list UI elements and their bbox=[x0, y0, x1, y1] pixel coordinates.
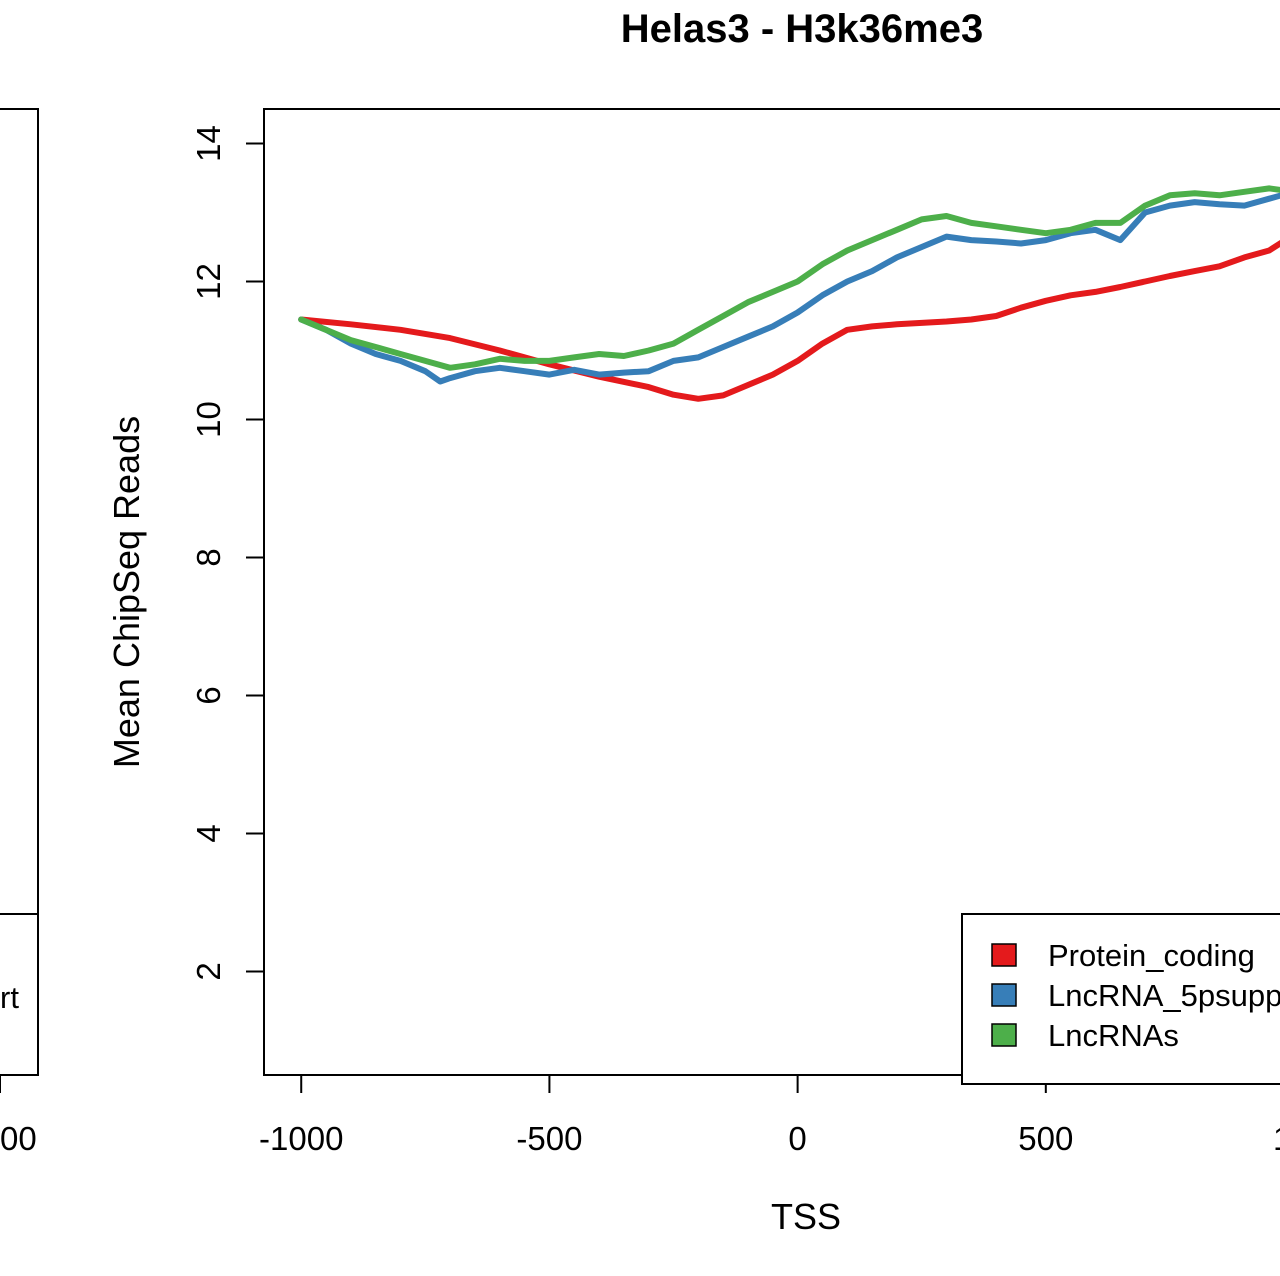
legend-swatch bbox=[991, 943, 1017, 967]
y-axis-label: Mean ChipSeq Reads bbox=[106, 416, 147, 768]
y-tick-label: 10 bbox=[190, 401, 227, 438]
left-panel-fragment: rt 00 bbox=[0, 108, 39, 1157]
y-axis: 2 4 6 8 10 12 14 bbox=[190, 125, 265, 981]
chart-title: Helas3 - H3k36me3 bbox=[621, 7, 983, 51]
left-panel-frame bbox=[0, 108, 39, 1076]
legend-box bbox=[961, 913, 1280, 1085]
y-tick-label: 4 bbox=[190, 824, 227, 842]
x-tick-label: 0 bbox=[788, 1120, 806, 1157]
x-tick-label: 1 bbox=[1273, 1120, 1280, 1157]
legend-swatch bbox=[991, 1023, 1017, 1047]
legend: Protein_coding LncRNA_5psupp LncRNAs bbox=[961, 913, 1280, 1085]
x-axis: -1000 -500 0 500 1 bbox=[259, 1074, 1280, 1157]
legend-label: LncRNAs bbox=[1048, 1018, 1179, 1053]
x-axis-label: TSS bbox=[771, 1196, 841, 1237]
y-tick-label: 6 bbox=[190, 686, 227, 704]
series-layer bbox=[298, 185, 1280, 402]
x-tick-label: 500 bbox=[1018, 1120, 1073, 1157]
x-tick-label: -500 bbox=[516, 1120, 582, 1157]
y-tick-label: 8 bbox=[190, 548, 227, 566]
legend-label: Protein_coding bbox=[1048, 938, 1255, 973]
left-panel-x-tick-label: 00 bbox=[0, 1120, 37, 1157]
y-tick-label: 2 bbox=[190, 962, 227, 980]
series-line-lncrna-5psupp bbox=[298, 192, 1280, 385]
left-panel-legend-text: rt bbox=[0, 980, 19, 1015]
series-line-lncrnas bbox=[298, 185, 1280, 371]
legend-swatch bbox=[991, 983, 1017, 1007]
y-tick-label: 12 bbox=[190, 263, 227, 300]
x-tick-label: -1000 bbox=[259, 1120, 343, 1157]
legend-label: LncRNA_5psupp bbox=[1048, 978, 1280, 1013]
y-tick-label: 14 bbox=[190, 125, 227, 162]
